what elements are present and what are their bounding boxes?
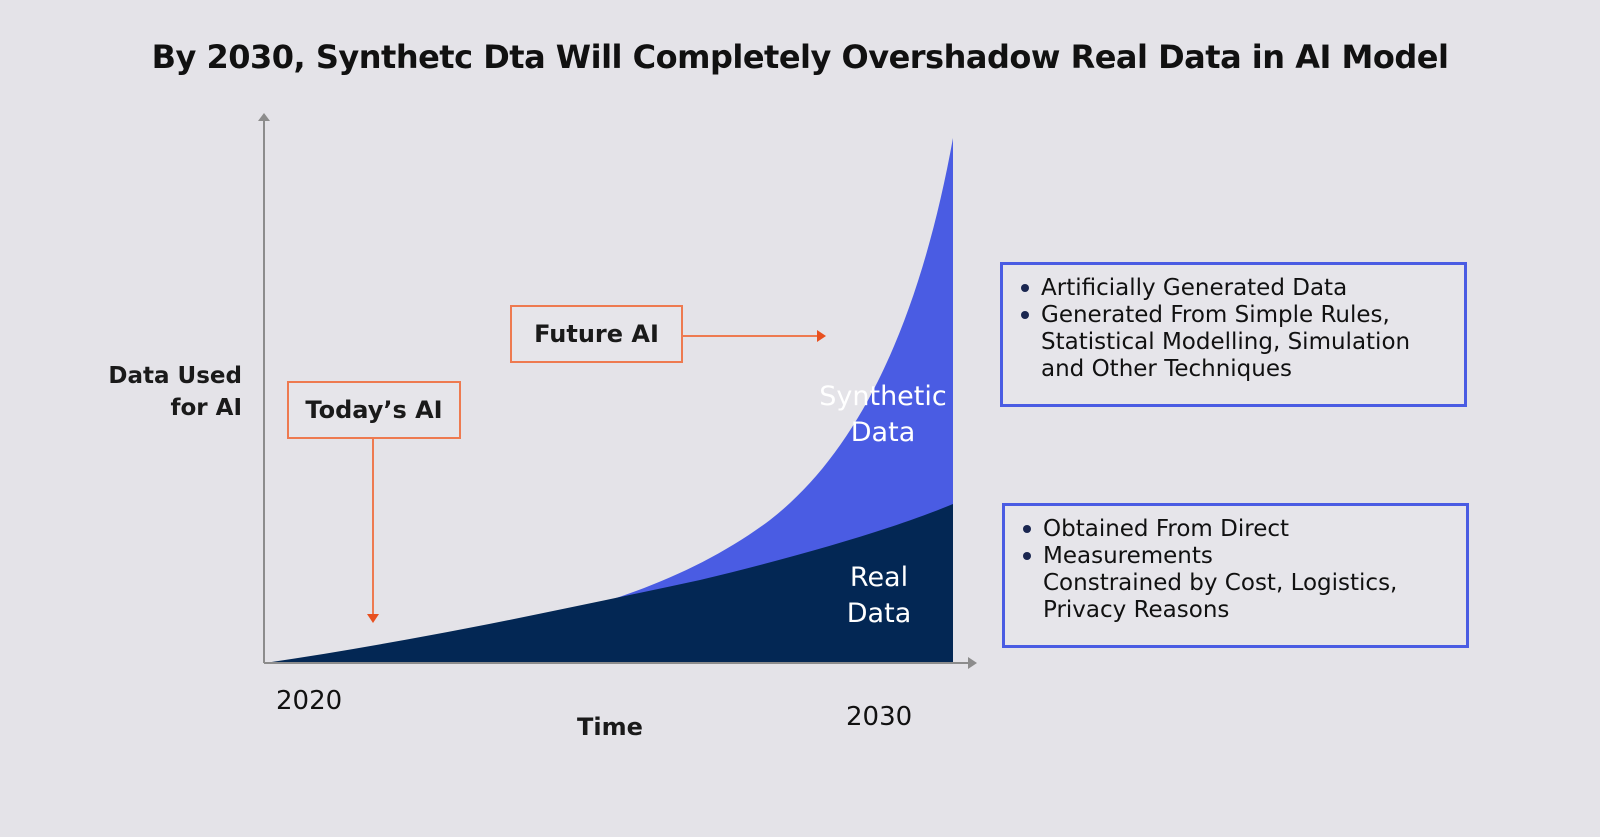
right-arrow-icon (817, 330, 826, 342)
list-item: Generated From Simple Rules, (1021, 302, 1446, 329)
real-data-label: Real Data (846, 562, 912, 629)
real-data-area (265, 504, 953, 663)
future-ai-callout: Future AI (510, 305, 683, 363)
x-tick-start: 2020 (276, 686, 343, 716)
list-item: Measurements (1023, 543, 1448, 570)
synthetic-data-label: Synthetic Data (819, 381, 947, 448)
synthetic-data-description: Artificially Generated Data Generated Fr… (1000, 262, 1467, 407)
today-ai-callout: Today’s AI (287, 381, 461, 439)
real-data-description: Obtained From Direct Measurements Constr… (1002, 503, 1469, 648)
x-axis-label: Time (577, 713, 643, 741)
list-item: Obtained From Direct (1023, 516, 1448, 543)
list-item-continuation: and Other Techniques (1041, 356, 1292, 382)
list-item-continuation: Statistical Modelling, Simulation (1041, 329, 1411, 355)
synthetic-data-area (265, 138, 953, 663)
y-axis-arrow-icon (258, 113, 270, 121)
down-arrow-icon (367, 614, 379, 623)
x-tick-end: 2030 (846, 702, 913, 732)
list-item: Artificially Generated Data (1021, 275, 1446, 302)
list-item-continuation: Privacy Reasons (1043, 597, 1230, 623)
y-axis-label: Data Used for AI (108, 363, 242, 421)
chart-title: By 2030, Synthetc Dta Will Completely Ov… (151, 38, 1449, 76)
x-axis-arrow-icon (968, 657, 977, 669)
list-item-continuation: Constrained by Cost, Logistics, (1043, 570, 1398, 596)
